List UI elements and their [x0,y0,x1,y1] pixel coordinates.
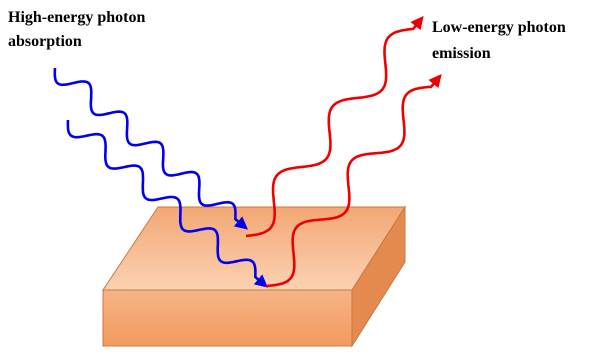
absorption-label: absorption [8,33,82,50]
slab-front [103,290,352,346]
absorption-label: High-energy photon [8,9,145,26]
photon-wave [55,68,246,228]
diagram: High-energy photon absorption Low-energy… [0,0,591,355]
emission-label: Low-energy photon [432,19,566,36]
photon-wave [246,18,422,236]
emission-label: emission [432,45,491,62]
